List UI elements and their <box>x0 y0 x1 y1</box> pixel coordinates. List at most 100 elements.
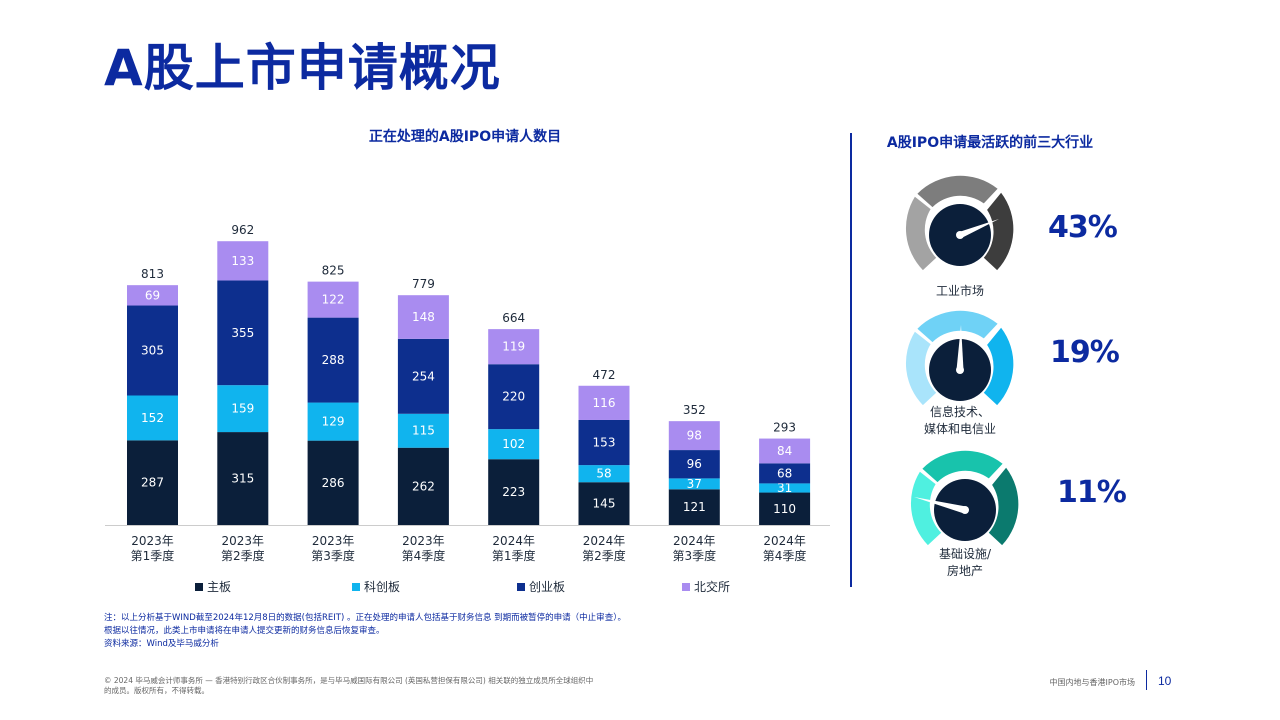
bar-total-label: 472 <box>593 368 616 382</box>
panel-divider <box>850 133 852 587</box>
bar-value-label: 223 <box>502 485 525 499</box>
bar-segment <box>397 413 449 448</box>
x-tick-label: 第2季度 <box>582 548 626 563</box>
gauge-percent-infrastructure: 11% <box>1057 475 1127 510</box>
bar-segment <box>397 447 449 525</box>
bar-value-label: 96 <box>687 457 702 471</box>
bar-segment <box>668 478 720 490</box>
bar-total-label: 779 <box>412 277 435 291</box>
stacked-bar-chart: 287152305698132023年第1季度31515935513396220… <box>105 223 830 563</box>
bar-value-label: 115 <box>412 424 435 438</box>
x-tick-label: 2023年 <box>312 534 355 548</box>
gauge-label-industrial: 工业市场 <box>890 283 1030 300</box>
bar-segment <box>217 241 269 281</box>
bar-segment <box>759 438 811 464</box>
bar-total-label: 352 <box>683 403 706 417</box>
x-tick-label: 第1季度 <box>131 548 175 563</box>
bar-value-label: 286 <box>322 476 345 490</box>
gauge-label-infrastructure: 基础设施/ 房地产 <box>895 546 1035 580</box>
bar-value-label: 129 <box>322 415 345 429</box>
bar-segment <box>668 450 720 479</box>
bar-segment <box>307 440 359 525</box>
legend-label: 北交所 <box>694 580 731 594</box>
speedometer-gauge-tmt <box>905 310 1014 406</box>
footer-title: 中国内地与香港IPO市场 <box>1049 678 1135 687</box>
x-tick-label: 2024年 <box>492 534 535 548</box>
bar-segment <box>307 402 359 441</box>
legend-label: 科创板 <box>364 580 401 594</box>
legend-item-bse: 北交所 <box>682 578 730 595</box>
chart-notes: 注：以上分析基于WIND截至2024年12月8日的数据(包括REIT) 。正在处… <box>104 612 626 651</box>
bar-value-label: 69 <box>145 288 160 302</box>
bar-value-label: 305 <box>141 344 164 358</box>
legend-swatch <box>682 582 690 591</box>
bar-total-label: 825 <box>322 264 345 278</box>
x-tick-label: 第4季度 <box>402 548 446 563</box>
bar-segment <box>578 482 630 525</box>
bar-segment <box>759 483 811 493</box>
bar-total-label: 962 <box>231 223 254 237</box>
x-tick-label: 2023年 <box>222 534 265 548</box>
note-source: 资料来源：Wind及毕马威分析 <box>104 639 219 649</box>
x-tick-label: 第3季度 <box>311 548 355 563</box>
gauge-label-line: 媒体和电信业 <box>923 422 996 436</box>
bar-segment <box>759 492 811 525</box>
bar-segment <box>578 385 630 420</box>
x-tick-label: 2024年 <box>583 534 626 548</box>
bar-segment <box>217 280 269 386</box>
bar-segment <box>578 419 630 466</box>
bar-segment <box>307 281 359 318</box>
bar-segment <box>488 429 540 460</box>
gauge-label-line: 信息技术、 <box>929 405 990 419</box>
bar-segment <box>488 459 540 525</box>
bar-value-label: 220 <box>502 390 525 404</box>
bar-value-label: 37 <box>687 477 702 491</box>
gauge-label-line: 工业市场 <box>935 284 984 298</box>
bar-segment <box>397 338 449 414</box>
x-tick-label: 2024年 <box>763 534 806 548</box>
bar-segment <box>668 489 720 525</box>
bar-total-label: 664 <box>502 311 525 325</box>
x-tick-label: 第1季度 <box>492 548 536 563</box>
bar-value-label: 287 <box>141 476 164 490</box>
x-tick-label: 2023年 <box>131 534 174 548</box>
bar-total-label: 813 <box>141 267 164 281</box>
x-tick-label: 第4季度 <box>763 548 807 563</box>
copyright-text: © 2024 毕马威会计师事务所 — 香港特别行政区合伙制事务所，是与毕马威国际… <box>104 676 594 695</box>
note-line: 注：以上分析基于WIND截至2024年12月8日的数据(包括REIT) 。正在处… <box>104 613 626 623</box>
bar-value-label: 58 <box>596 467 611 481</box>
bar-value-label: 145 <box>593 497 616 511</box>
bar-segment <box>578 465 630 483</box>
legend-label: 创业板 <box>529 580 566 594</box>
legend-item-star-market: 科创板 <box>352 578 400 595</box>
legend-item-chinext: 创业板 <box>517 578 565 595</box>
bar-segment <box>759 463 811 484</box>
bar-segment <box>127 285 178 306</box>
x-tick-label: 2024年 <box>673 534 716 548</box>
x-tick-label: 2023年 <box>402 534 445 548</box>
x-tick-label: 第3季度 <box>672 548 716 563</box>
bar-value-label: 288 <box>322 353 345 367</box>
bar-value-label: 355 <box>231 326 254 340</box>
page-title: A股上市申请概况 <box>104 39 501 97</box>
legend-label: 主板 <box>207 580 232 594</box>
chart-title: 正在处理的A股IPO申请人数目 <box>368 129 562 145</box>
speedometer-gauge-infrastructure <box>910 450 1019 546</box>
bar-value-label: 68 <box>777 466 792 480</box>
bar-value-label: 254 <box>412 369 435 383</box>
bar-value-label: 152 <box>141 411 164 425</box>
gauge-percent-tmt: 19% <box>1050 335 1120 370</box>
bar-value-label: 122 <box>322 293 345 307</box>
bar-segment <box>127 395 178 441</box>
bar-value-label: 102 <box>502 437 525 451</box>
bar-value-label: 133 <box>231 254 254 268</box>
bar-value-label: 84 <box>777 444 792 458</box>
bar-segment <box>668 421 720 451</box>
bar-value-label: 159 <box>231 402 254 416</box>
bar-value-label: 148 <box>412 310 435 324</box>
bar-segment <box>127 440 178 525</box>
bar-segment <box>127 305 178 396</box>
note-line: 根据以往情况，此类上市申请将在申请人提交更新的财务信息后恢复审查。 <box>104 626 385 636</box>
legend-swatch <box>352 582 360 591</box>
bar-segment <box>488 364 540 430</box>
